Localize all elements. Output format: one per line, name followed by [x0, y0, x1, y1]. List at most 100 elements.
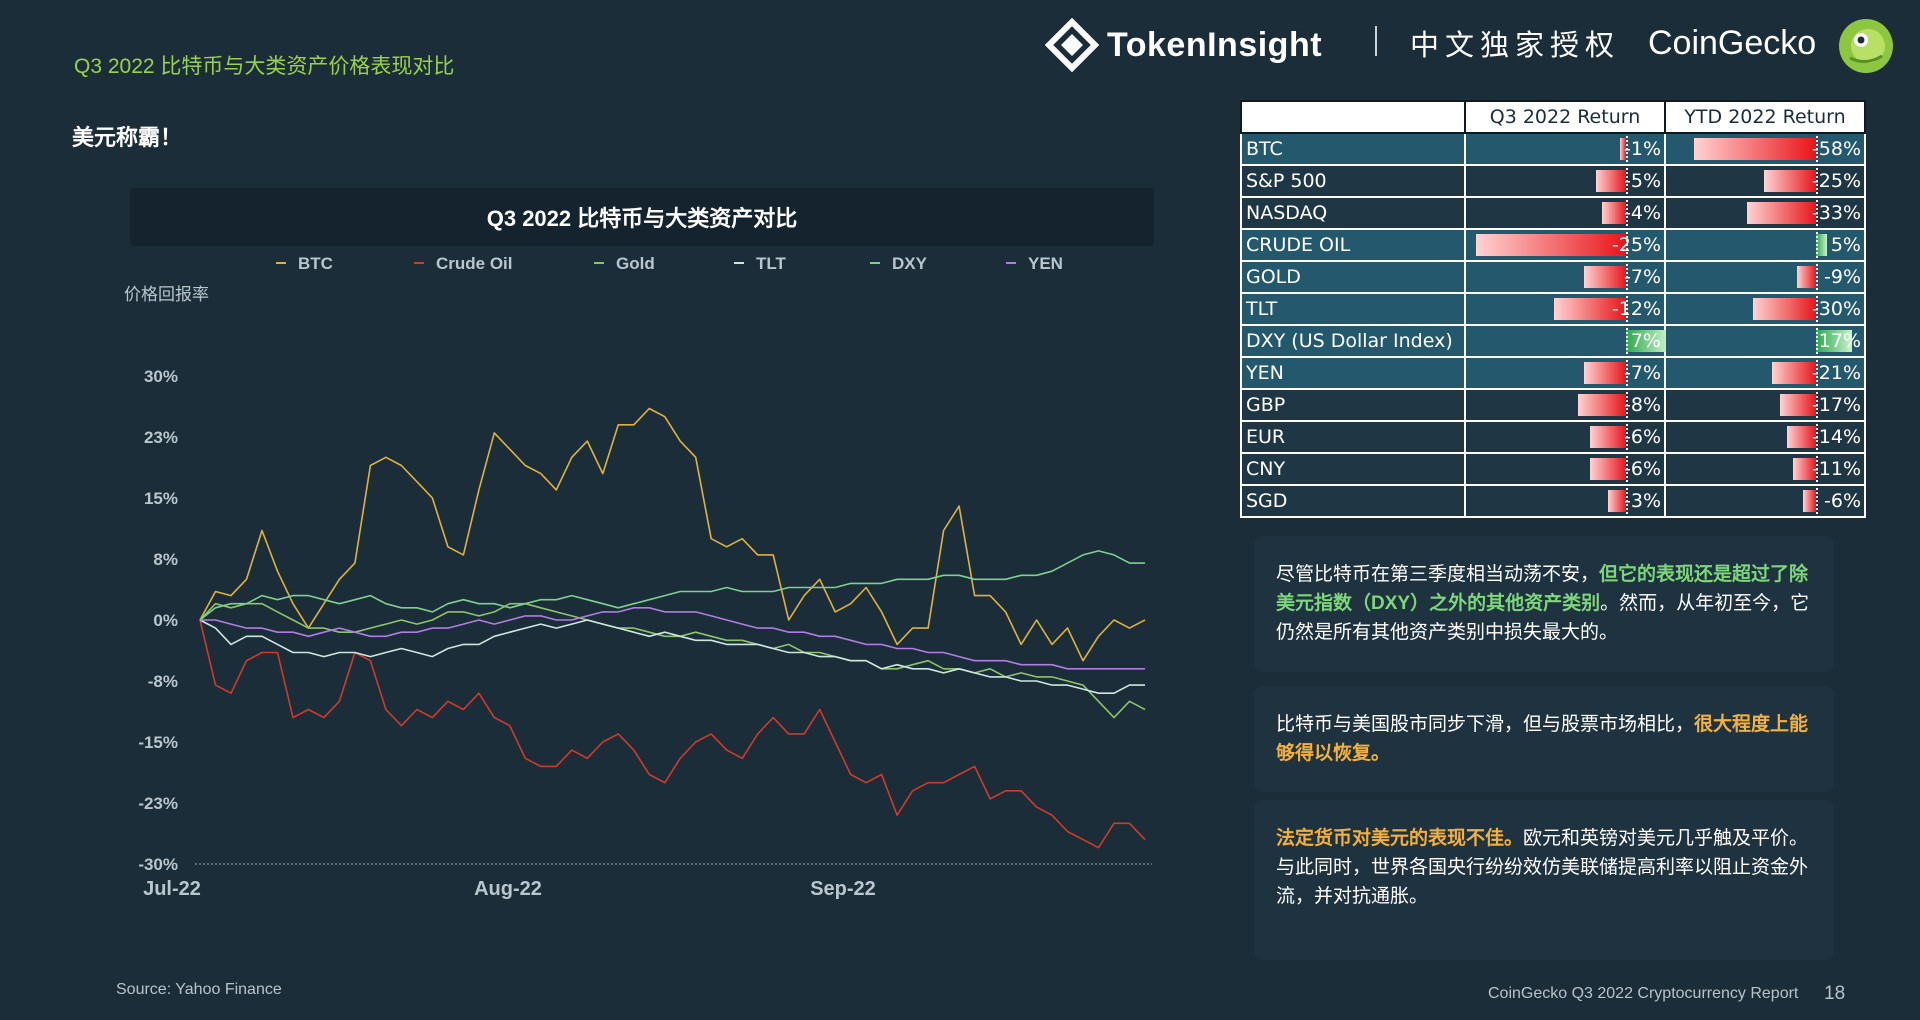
q3-return-bar: [1584, 362, 1626, 384]
q3-return-cell: -7%: [1464, 260, 1666, 294]
q3-return-value: -6%: [1624, 426, 1661, 448]
ytd-return-bar: [1763, 170, 1816, 192]
zero-line: [1816, 296, 1818, 322]
q3-return-value: -8%: [1624, 394, 1661, 416]
header-q3: Q3 2022 Return: [1464, 100, 1666, 134]
zero-line: [1626, 136, 1628, 162]
y-tick-label: 8%: [153, 550, 178, 569]
zero-line: [1816, 200, 1818, 226]
y-axis-label: 价格回报率: [124, 285, 209, 304]
legend-item: Gold: [594, 254, 655, 273]
zero-line: [1626, 392, 1628, 418]
note1-text: 尽管比特币在第三季度相当动荡不安，: [1276, 564, 1600, 585]
note-card-stocks: 比特币与美国股市同步下滑，但与股票市场相比，很大程度上能够得以恢复。: [1254, 686, 1834, 792]
q3-return-bar: [1584, 266, 1626, 288]
q3-return-cell: -6%: [1464, 452, 1666, 486]
header-ytd: YTD 2022 Return: [1664, 100, 1866, 134]
ytd-return-bar: [1780, 394, 1816, 416]
q3-return-value: -7%: [1624, 362, 1661, 384]
note-card-btc: 尽管比特币在第三季度相当动荡不安，但它的表现还是超过了除美元指数（DXY）之外的…: [1254, 536, 1834, 672]
legend-item: DXY: [870, 254, 928, 273]
q3-return-value: -4%: [1624, 202, 1661, 224]
q3-return-bar: [1554, 298, 1626, 320]
ytd-return-cell: -25%: [1664, 164, 1866, 198]
note-card-fiat: 法定货币对美元的表现不佳。欧元和英镑对美元几乎触及平价。与此同时，世界各国央行纷…: [1254, 800, 1834, 960]
ytd-return-value: -14%: [1811, 426, 1861, 448]
y-tick-label: -8%: [148, 672, 178, 691]
note2-highlight: 很大程度上能够得以恢复。: [1276, 714, 1809, 764]
coingecko-logo-icon: [1839, 19, 1893, 73]
ytd-return-value: 17%: [1818, 330, 1861, 352]
table-row: SGD -3% -6%: [1240, 484, 1866, 518]
q3-return-cell: -5%: [1464, 164, 1666, 198]
q3-return-value: -6%: [1624, 458, 1661, 480]
zero-line: [1626, 424, 1628, 450]
y-tick-label: 23%: [144, 428, 178, 447]
legend-label: YEN: [1028, 254, 1063, 273]
ytd-return-value: -21%: [1811, 362, 1861, 384]
zero-line: [1626, 488, 1628, 514]
zero-line: [1816, 456, 1818, 482]
q3-return-cell: -7%: [1464, 356, 1666, 390]
zero-line: [1626, 168, 1628, 194]
ytd-return-bar: [1792, 458, 1816, 480]
ytd-return-value: -11%: [1811, 458, 1861, 480]
asset-name: DXY (US Dollar Index): [1240, 324, 1466, 358]
zero-line: [1816, 232, 1818, 258]
note3-text: 欧元和英镑对美元几乎触及平价。与此同时，世界各国央行纷纷效仿美联储提高利率以阻止…: [1276, 828, 1809, 907]
y-tick-label: 0%: [153, 611, 178, 630]
coingecko-name: CoinGecko: [1648, 24, 1817, 62]
note3-highlight: 法定货币对美元的表现不佳。: [1276, 828, 1524, 849]
q3-return-value: -3%: [1624, 490, 1661, 512]
asset-name: TLT: [1240, 292, 1466, 326]
table-row: DXY (US Dollar Index) 7% 17%: [1240, 324, 1866, 358]
ytd-return-bar: [1803, 490, 1816, 512]
ytd-return-cell: -9%: [1664, 260, 1866, 294]
y-axis: 30% 23% 15% 8% 0% -8% -15% -23% -30%: [138, 367, 178, 874]
source-note: Source: Yahoo Finance: [116, 981, 282, 998]
legend-label: Crude Oil: [436, 254, 513, 273]
brand-separator: [1375, 26, 1377, 56]
zero-line: [1816, 264, 1818, 290]
q3-return-cell: 7%: [1464, 324, 1668, 358]
table-row: TLT -12% -30%: [1240, 292, 1866, 326]
ytd-return-bar: [1771, 362, 1816, 384]
table-row: CRUDE OIL -25% 5%: [1240, 228, 1866, 262]
table-row: GOLD -7% -9%: [1240, 260, 1866, 294]
chart-title-bar: [130, 188, 1154, 246]
legend-item: BTC: [276, 254, 333, 273]
legend-label: Gold: [616, 254, 655, 273]
ytd-return-value: -25%: [1811, 170, 1861, 192]
ytd-return-value: -30%: [1811, 298, 1861, 320]
y-tick-label: -30%: [138, 855, 178, 874]
ytd-return-cell: -17%: [1664, 388, 1866, 422]
table-row: GBP -8% -17%: [1240, 388, 1866, 422]
asset-name: CRUDE OIL: [1240, 228, 1466, 262]
ytd-return-cell: -21%: [1664, 356, 1866, 390]
q3-return-value: -7%: [1624, 266, 1661, 288]
q3-return-cell: -12%: [1464, 292, 1666, 326]
asset-name: CNY: [1240, 452, 1466, 486]
zero-line: [1626, 200, 1628, 226]
x-tick-label: Jul-22: [143, 878, 201, 900]
series-line-crude-oil: [199, 619, 1146, 849]
page-number: 18: [1824, 983, 1846, 1004]
ytd-return-bar: [1797, 266, 1816, 288]
x-tick-label: Sep-22: [810, 878, 876, 900]
ytd-return-value: -33%: [1811, 202, 1861, 224]
returns-table: Q3 2022 Return YTD 2022 Return BTC -1% -58…: [1240, 100, 1866, 518]
ytd-return-bar: [1786, 426, 1816, 448]
asset-name: SGD: [1240, 484, 1466, 518]
table-row: EUR -6% -14%: [1240, 420, 1866, 454]
ytd-return-cell: -30%: [1664, 292, 1866, 326]
x-tick-label: Aug-22: [474, 878, 542, 900]
q3-return-bar: [1578, 394, 1626, 416]
q3-return-bar: [1602, 202, 1626, 224]
chart-title: Q3 2022 比特币与大类资产对比: [487, 206, 798, 231]
legend-label: BTC: [298, 254, 333, 273]
series-line-yen: [200, 606, 1145, 670]
ytd-return-cell: -58%: [1664, 132, 1866, 166]
y-tick-label: -23%: [138, 794, 178, 813]
q3-return-value: -1%: [1624, 138, 1661, 160]
